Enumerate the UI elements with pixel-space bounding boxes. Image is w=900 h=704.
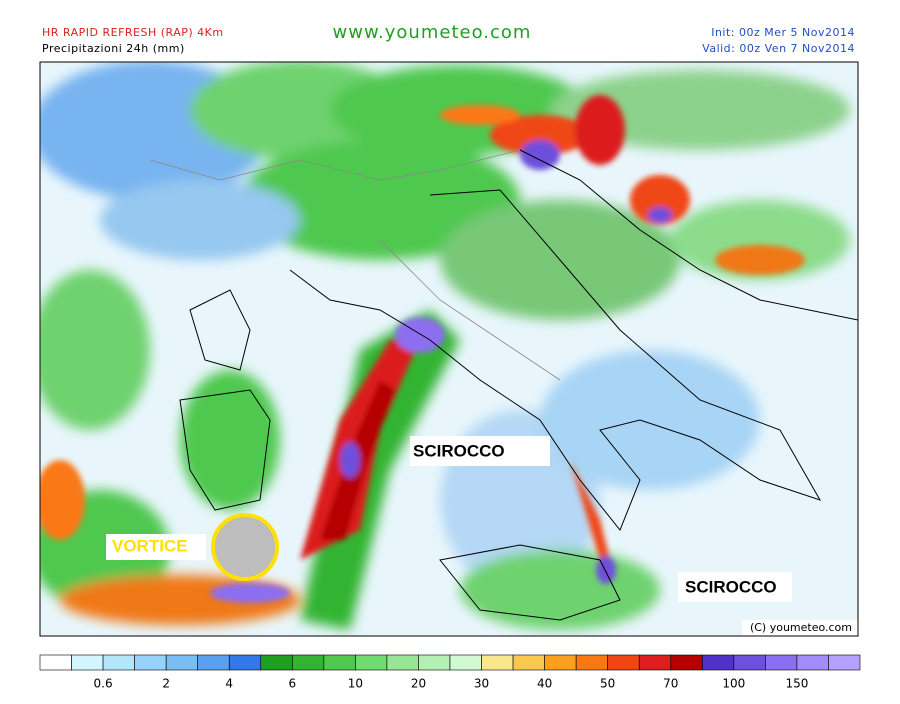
field-title: Precipitazioni 24h (mm) [42, 42, 185, 55]
colorbar-swatch [796, 654, 829, 671]
colorbar-swatch [323, 654, 356, 671]
colorbar-swatch [702, 654, 735, 671]
coastlines [179, 149, 858, 621]
init-time: Init: 00z Mer 5 Nov2014 [711, 26, 855, 39]
colorbar-swatch [102, 654, 135, 671]
colorbar-label: 100 [722, 677, 745, 691]
label-box [106, 534, 206, 560]
site-title: www.youmeteo.com [333, 22, 532, 43]
colorbar-swatch [481, 654, 514, 671]
colorbar-label: 4 [225, 677, 233, 691]
annotation: VORTICE [112, 536, 188, 555]
colorbar-label: 50 [600, 677, 615, 691]
colorbar-swatch [197, 654, 230, 671]
map-frame [39, 61, 859, 637]
colorbar-label: 2 [162, 677, 170, 691]
label-box [410, 436, 550, 466]
colorbar-swatch [828, 654, 861, 671]
heavy-precip [40, 95, 805, 603]
borders [149, 149, 561, 381]
colorbar-swatch [228, 654, 262, 671]
colorbar-swatch [71, 654, 104, 671]
colorbar-swatch [418, 654, 451, 671]
map: SCIROCCO SCIROCCO VORTICE (C) youmeteo.c… [40, 62, 858, 636]
colorbar-label: 6 [288, 677, 296, 691]
colorbar-label: 70 [663, 677, 678, 691]
colorbar-label: 40 [537, 677, 552, 691]
colorbar-swatch [386, 654, 419, 671]
colorbar-swatch [575, 654, 608, 671]
colorbar-swatch [670, 654, 703, 671]
colorbar-label: 10 [348, 677, 363, 691]
colorbar-label: 0.6 [94, 677, 113, 691]
colorbar-swatch [512, 654, 545, 671]
colorbar-label: 30 [474, 677, 489, 691]
colorbar-label: 20 [411, 677, 426, 691]
colorbar-swatch [544, 654, 577, 671]
colorbar-swatch [165, 654, 198, 671]
colorbar-swatch [134, 654, 167, 671]
copyright: (C) youmeteo.com [750, 621, 852, 634]
colorbar-swatch [292, 654, 325, 671]
colorbar-swatch [449, 654, 482, 671]
colorbar-swatch [260, 654, 293, 671]
colorbar-swatch [607, 654, 640, 671]
label-box [742, 620, 858, 636]
valid-time: Valid: 00z Ven 7 Nov2014 [702, 42, 855, 55]
annotation: SCIROCCO [413, 441, 505, 460]
colorbar-swatch [733, 654, 766, 671]
colorbar-swatch [765, 654, 798, 671]
annotation: SCIROCCO [685, 577, 777, 596]
colorbar: 0.6 2 4 6 10 20 30 40 50 70 100 150 [39, 654, 861, 691]
label-box [678, 572, 792, 602]
colorbar-swatch [638, 654, 672, 671]
colorbar-swatch [39, 654, 72, 671]
model-title: HR RAPID REFRESH (RAP) 4Km [42, 26, 224, 39]
colorbar-label: 150 [785, 677, 808, 691]
vortex-marker [211, 513, 279, 581]
colorbar-swatch [355, 654, 388, 671]
